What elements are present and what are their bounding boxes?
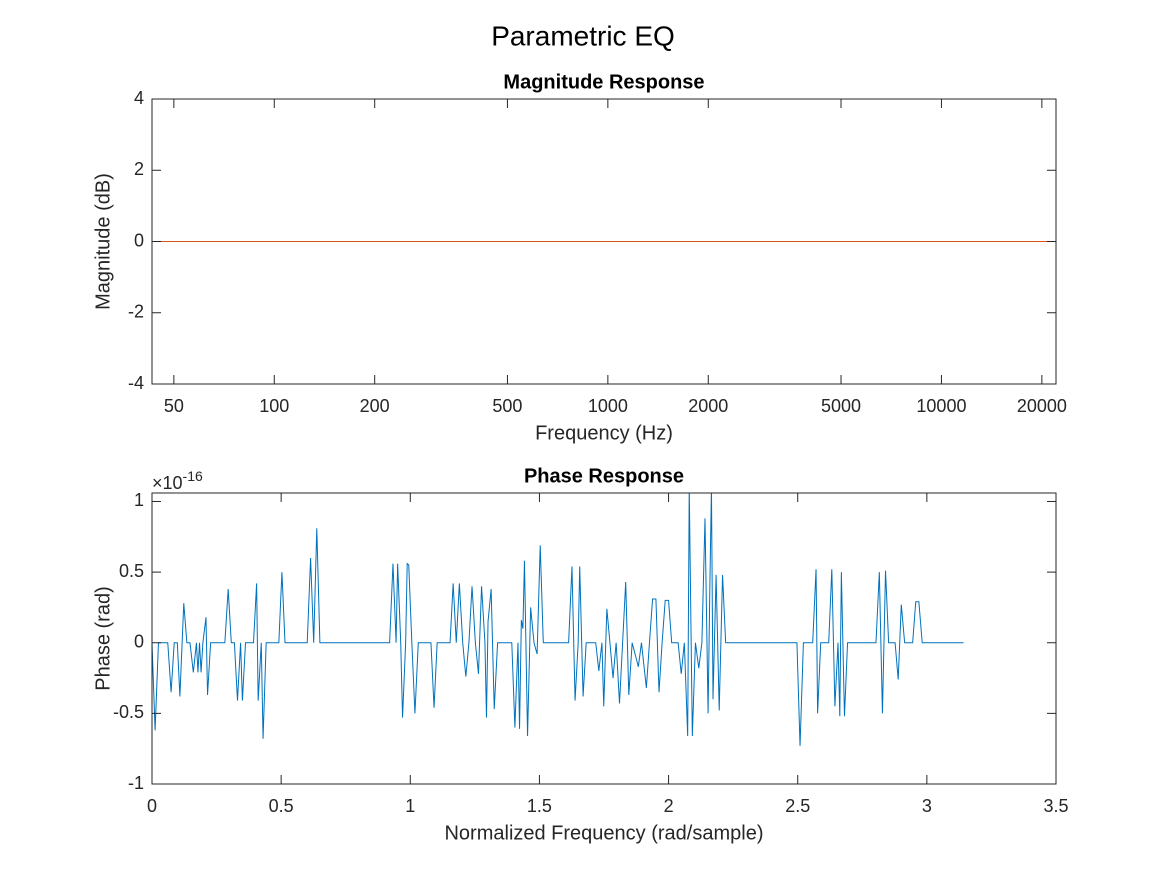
x-tick-label: 100 (259, 396, 289, 416)
x-axis-label: Normalized Frequency (rad/sample) (444, 822, 763, 844)
y-axis-label: Phase (rad) (92, 586, 114, 691)
y-axis-label: Magnitude (dB) (92, 173, 114, 310)
y-tick-label: -0.5 (113, 702, 144, 722)
y-tick-label: -2 (128, 302, 144, 322)
exponent-power: -16 (183, 468, 203, 484)
x-tick-label: 500 (492, 396, 522, 416)
y-tick-label: -1 (128, 773, 144, 793)
y-tick-label: 0 (134, 230, 144, 250)
exponent-base: ×10 (152, 473, 183, 493)
axes-title: Magnitude Response (503, 71, 704, 93)
x-tick-label: 0 (147, 796, 157, 816)
x-tick-label: 3 (922, 796, 932, 816)
x-tick-label: 1.5 (527, 796, 552, 816)
data-line (152, 493, 964, 746)
axes-title: Phase Response (524, 465, 684, 487)
y-tick-label: 4 (134, 88, 144, 108)
y-tick-label: 0.5 (119, 561, 144, 581)
y-tick-label: 1 (134, 490, 144, 510)
x-tick-label: 3.5 (1043, 796, 1068, 816)
x-axis-label: Frequency (Hz) (535, 422, 673, 444)
y-tick-label: -4 (128, 373, 144, 393)
y-tick-label: 0 (134, 631, 144, 651)
x-tick-label: 1000 (588, 396, 628, 416)
x-tick-label: 2 (664, 796, 674, 816)
x-tick-label: 1 (405, 796, 415, 816)
x-tick-label: 10000 (916, 396, 966, 416)
x-tick-label: 5000 (821, 396, 861, 416)
axes-box (151, 492, 1057, 785)
x-tick-label: 50 (164, 396, 184, 416)
x-tick-label: 0.5 (269, 796, 294, 816)
x-tick-label: 2000 (688, 396, 728, 416)
x-tick-label: 2.5 (785, 796, 810, 816)
x-tick-label: 20000 (1017, 396, 1067, 416)
figure-title: Parametric EQ (491, 20, 675, 51)
y-exponent: ×10-16 (152, 468, 203, 493)
x-tick-label: 200 (360, 396, 390, 416)
y-tick-label: 2 (134, 159, 144, 179)
axes-background (152, 493, 1056, 784)
